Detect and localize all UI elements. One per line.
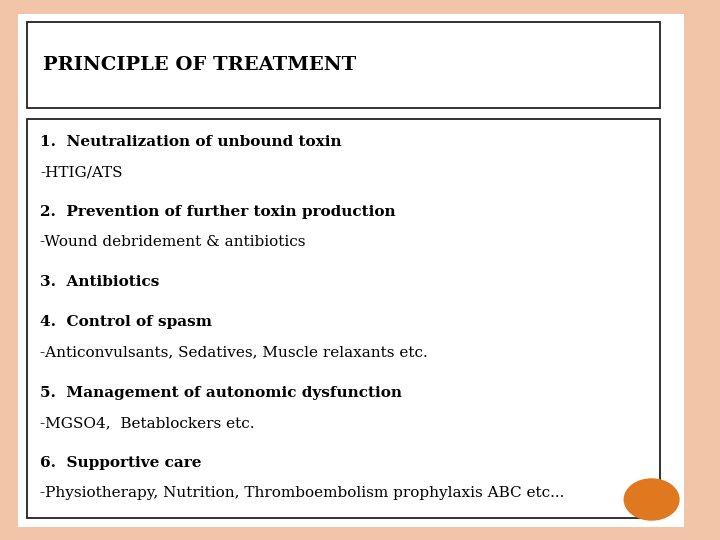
Text: 1.  Neutralization of unbound toxin: 1. Neutralization of unbound toxin — [40, 135, 342, 149]
Text: PRINCIPLE OF TREATMENT: PRINCIPLE OF TREATMENT — [43, 56, 356, 74]
FancyBboxPatch shape — [27, 22, 660, 108]
Text: 4.  Control of spasm: 4. Control of spasm — [40, 315, 212, 329]
Text: -MGSO4,  Betablockers etc.: -MGSO4, Betablockers etc. — [40, 416, 255, 430]
Text: -Wound debridement & antibiotics: -Wound debridement & antibiotics — [40, 235, 306, 249]
Text: 5.  Management of autonomic dysfunction: 5. Management of autonomic dysfunction — [40, 386, 402, 400]
Circle shape — [624, 479, 679, 520]
Text: -Physiotherapy, Nutrition, Thromboembolism prophylaxis ABC etc...: -Physiotherapy, Nutrition, Thromboemboli… — [40, 486, 564, 500]
Text: -HTIG/ATS: -HTIG/ATS — [40, 165, 123, 179]
Text: 2.  Prevention of further toxin production: 2. Prevention of further toxin productio… — [40, 205, 396, 219]
Text: 6.  Supportive care: 6. Supportive care — [40, 456, 202, 470]
Text: -Anticonvulsants, Sedatives, Muscle relaxants etc.: -Anticonvulsants, Sedatives, Muscle rela… — [40, 346, 428, 360]
FancyBboxPatch shape — [27, 119, 660, 518]
Text: 3.  Antibiotics: 3. Antibiotics — [40, 275, 160, 289]
FancyBboxPatch shape — [18, 14, 684, 526]
